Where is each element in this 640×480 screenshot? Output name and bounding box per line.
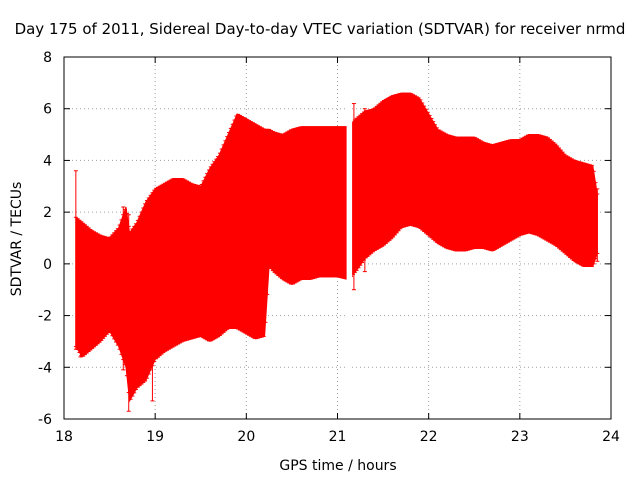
- y-tick-label: -6: [38, 412, 52, 428]
- x-tick-label: 18: [55, 429, 73, 445]
- x-tick-label: 21: [329, 429, 347, 445]
- x-axis-label: GPS time / hours: [279, 458, 397, 474]
- chart-title: Day 175 of 2011, Sidereal Day-to-day VTE…: [14, 20, 626, 38]
- x-tick-label: 22: [420, 429, 438, 445]
- x-tick-label: 24: [602, 429, 620, 445]
- y-tick-label: -4: [38, 360, 52, 376]
- y-tick-label: 8: [43, 50, 52, 66]
- y-tick-label: -2: [38, 309, 52, 325]
- data-gap: [346, 58, 353, 418]
- y-tick-label: 4: [43, 153, 52, 169]
- y-tick-label: 0: [43, 257, 52, 273]
- y-tick-label: 2: [43, 205, 52, 221]
- x-tick-label: 23: [511, 429, 529, 445]
- y-axis-label: SDTVAR / TECUs: [9, 181, 25, 297]
- x-tick-label: 19: [146, 429, 164, 445]
- x-tick-label: 20: [237, 429, 255, 445]
- y-tick-label: 6: [43, 102, 52, 118]
